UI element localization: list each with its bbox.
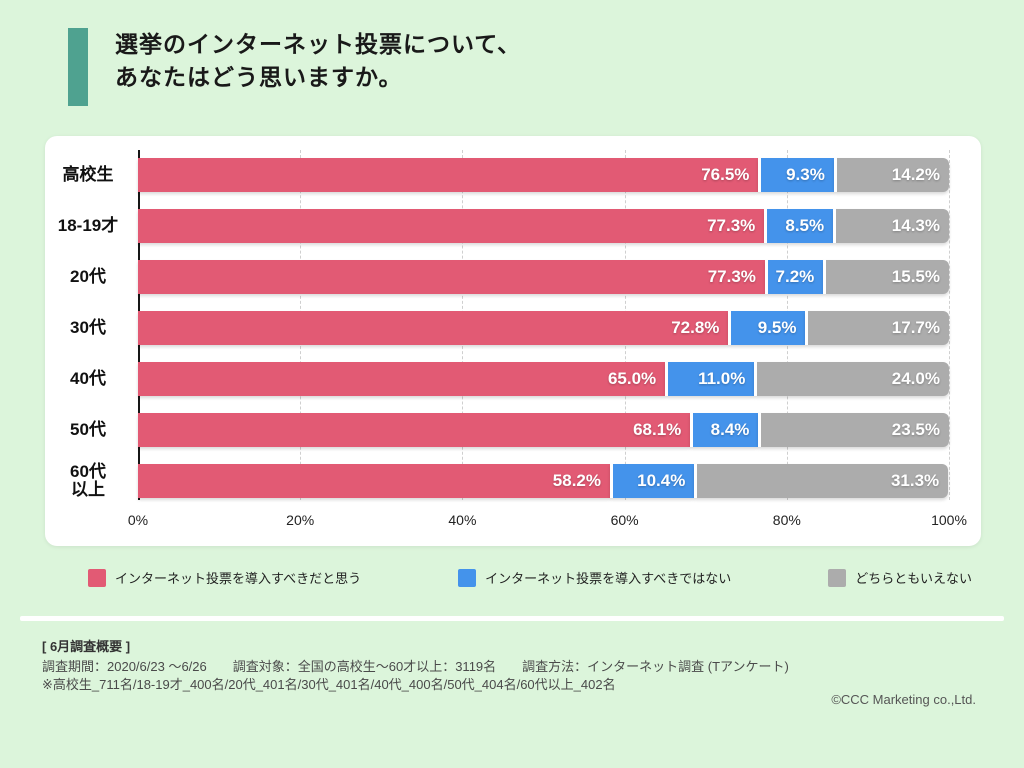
- legend-item-should-introduce: インターネット投票を導入すべきだと思う: [88, 568, 361, 587]
- bar-segment: 11.0%: [665, 362, 755, 396]
- legend-swatch-blue: [458, 568, 477, 587]
- chart-legend: インターネット投票を導入すべきだと思う インターネット投票を導入すべきではない …: [88, 568, 972, 587]
- legend-label: どちらともいえない: [855, 571, 972, 586]
- bar-segment: 14.2%: [833, 158, 949, 192]
- page-title: 選挙のインターネット投票について、 あなたはどう思いますか。: [115, 28, 521, 106]
- survey-summary: [ 6月調査概要 ] 調査期間：2020/6/23 〜6/26 調査対象：全国の…: [42, 638, 789, 694]
- legend-item-should-not-introduce: インターネット投票を導入すべきではない: [458, 568, 731, 587]
- gridline: [949, 150, 950, 500]
- bar-segment: 77.3%: [138, 260, 765, 294]
- bar-segment: 65.0%: [138, 362, 666, 396]
- bar-segment: 24.0%: [754, 362, 949, 396]
- bar-segment: 68.1%: [138, 413, 691, 447]
- bar-row: 60代 以上 58.2% 10.4% 31.3%: [70, 463, 949, 498]
- x-axis-tick-label: 20%: [286, 512, 315, 528]
- survey-summary-heading: [ 6月調査概要 ]: [42, 639, 131, 654]
- bar-row: 40代 65.0% 11.0% 24.0%: [70, 362, 949, 396]
- legend-label: インターネット投票を導入すべきだと思う: [115, 571, 362, 586]
- bar-segment: 31.3%: [694, 464, 949, 498]
- bar-segment: 8.4%: [690, 413, 759, 447]
- x-axis-tick-label: 80%: [772, 512, 801, 528]
- category-label: 高校生: [62, 165, 114, 185]
- separator-line: [20, 616, 1004, 621]
- copyright-notice: ©CCC Marketing co.,Ltd.: [831, 692, 976, 707]
- legend-label: インターネット投票を導入すべきではない: [485, 571, 732, 586]
- title-line-1: 選挙のインターネット投票について、: [115, 31, 522, 57]
- category-label: 30代: [70, 318, 106, 338]
- title-accent-bar: [68, 28, 88, 106]
- x-axis-tick-label: 0%: [127, 512, 149, 528]
- legend-swatch-pink: [88, 568, 106, 587]
- category-label: 20代: [70, 267, 106, 287]
- title-line-2: あなたはどう思いますか。: [115, 64, 403, 91]
- bar-segment: 76.5%: [138, 158, 759, 192]
- bar-segment: 77.3%: [138, 209, 765, 243]
- bar-segment: 72.8%: [138, 311, 729, 345]
- bar-row: 20代 77.3% 7.2% 15.5%: [70, 260, 949, 294]
- x-axis-tick-label: 40%: [448, 512, 477, 528]
- legend-item-neither: どちらともいえない: [828, 568, 972, 587]
- bar-segment: 9.5%: [728, 311, 806, 345]
- survey-summary-line2: ※高校生_711名/18-19才_400名/20代_401名/30代_401名/…: [42, 677, 616, 692]
- bar-segment: 10.4%: [610, 464, 695, 498]
- survey-summary-line1: 調査期間：2020/6/23 〜6/26 調査対象：全国の高校生〜60才以上：3…: [42, 659, 789, 674]
- bar-segment: 15.5%: [823, 260, 949, 294]
- category-label: 50代: [70, 420, 106, 440]
- bar-segment: 9.3%: [758, 158, 834, 192]
- bar-segment: 14.3%: [833, 209, 949, 243]
- bar-segment: 23.5%: [758, 413, 949, 447]
- chart-plot: 高校生 76.5% 9.3% 14.2% 18-19才 77.3% 8.5% 14.3% 20代…: [45, 136, 981, 546]
- bar-segment: 7.2%: [764, 260, 824, 294]
- bar-row: 18-19才 77.3% 8.5% 14.3%: [58, 209, 949, 243]
- category-label: 60代 以上: [70, 462, 106, 499]
- category-label: 18-19才: [57, 216, 119, 236]
- x-axis-tick-label: 60%: [610, 512, 639, 528]
- legend-swatch-gray: [828, 568, 847, 587]
- category-label: 40代: [70, 369, 106, 389]
- bar-row: 30代 72.8% 9.5% 17.7%: [70, 311, 949, 345]
- x-axis-tick-label: 100%: [931, 512, 967, 528]
- header: 選挙のインターネット投票について、 あなたはどう思いますか。: [68, 28, 521, 106]
- chart-card: 高校生 76.5% 9.3% 14.2% 18-19才 77.3% 8.5% 14.3% 20代…: [45, 136, 981, 546]
- x-axis-ticks: 0% 20% 40% 60% 80% 100%: [128, 512, 967, 532]
- bar-segment: 17.7%: [805, 311, 949, 345]
- bar-segment: 58.2%: [138, 464, 610, 498]
- bar-segment: 8.5%: [764, 209, 834, 243]
- bar-row: 50代 68.1% 8.4% 23.5%: [70, 413, 949, 447]
- chart-rows: 高校生 76.5% 9.3% 14.2% 18-19才 77.3% 8.5% 14.3% 20代…: [58, 158, 949, 515]
- bar-row: 高校生 76.5% 9.3% 14.2%: [63, 158, 949, 192]
